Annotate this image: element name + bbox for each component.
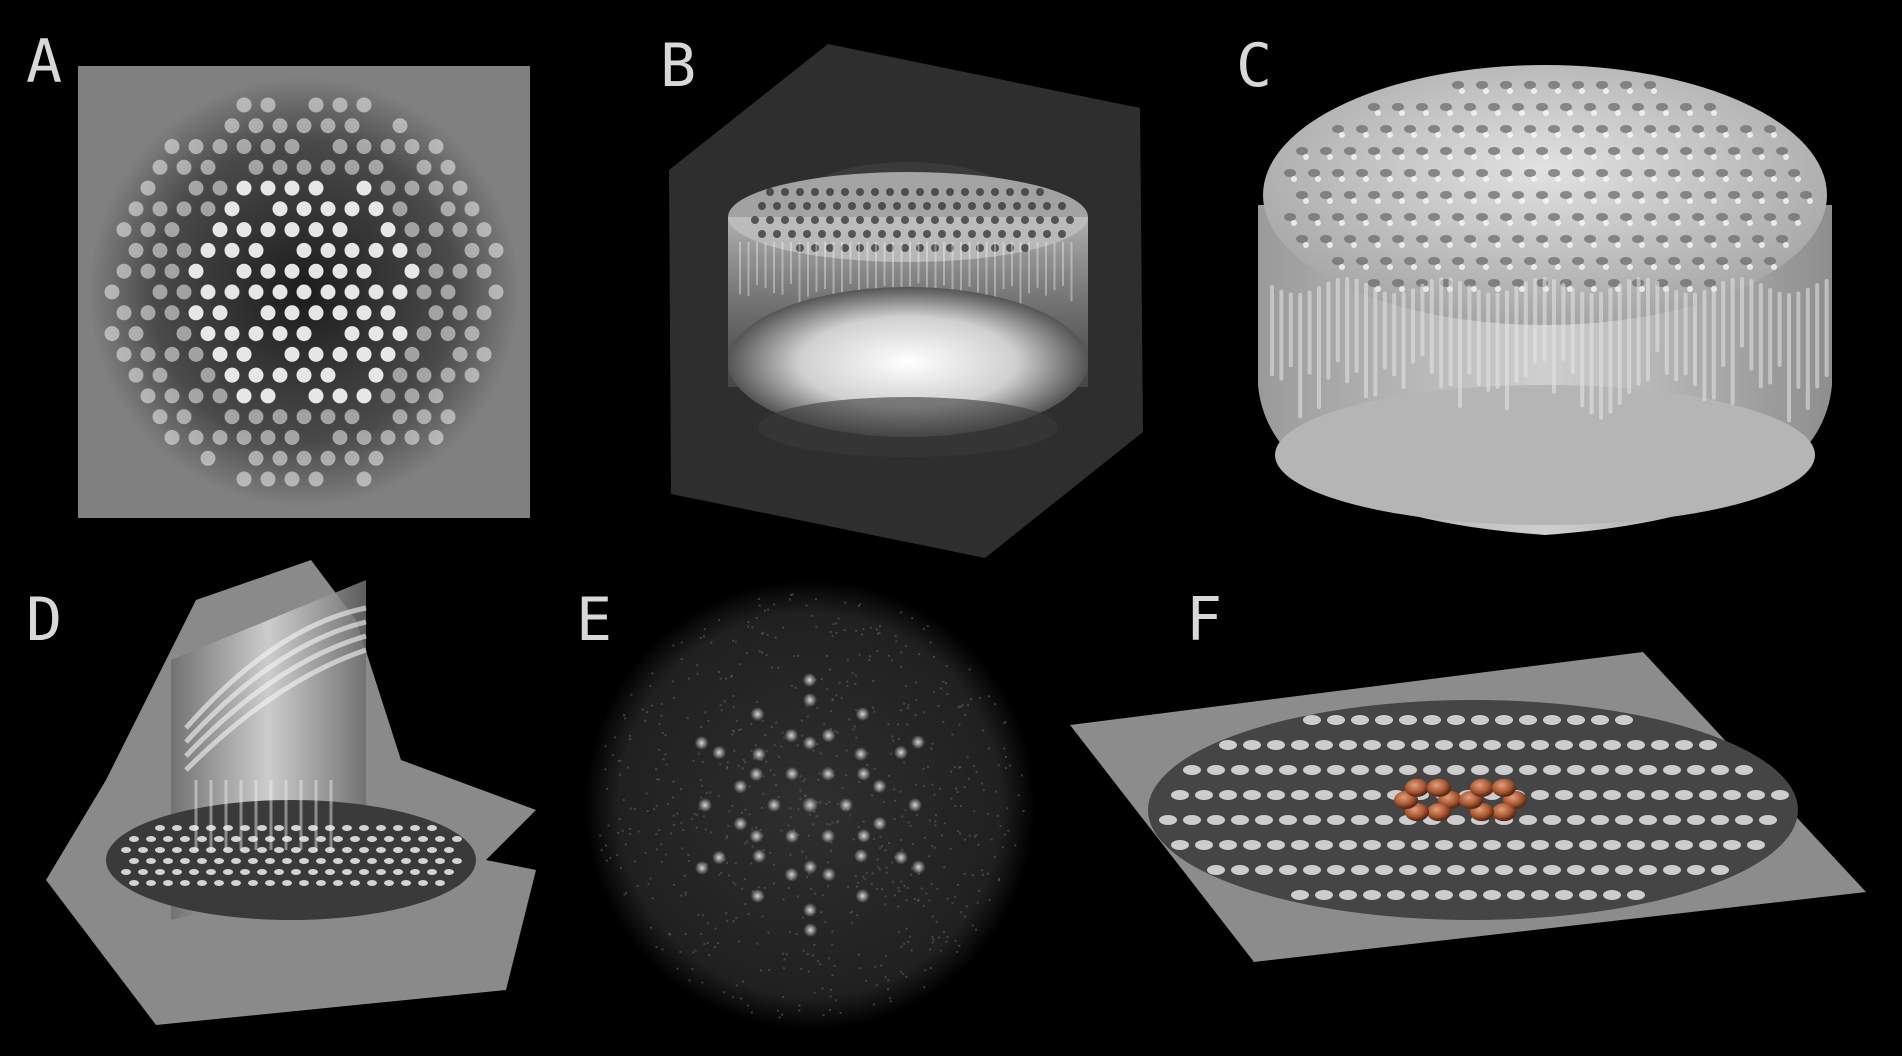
panel-label-c: C — [1236, 31, 1273, 101]
panel-label-b: B — [660, 31, 697, 101]
panel-label-e: E — [576, 585, 613, 655]
panel-f-tilted-slice — [1070, 652, 1866, 962]
panel-c-isosurface — [1258, 65, 1832, 535]
panel-d-orthogonal-slices — [46, 560, 536, 1025]
panel-b-volume-render — [669, 44, 1143, 558]
panel-a-density-slice — [78, 66, 530, 518]
panel-e-diffraction — [585, 580, 1035, 1030]
panel-label-d: D — [26, 585, 63, 655]
panel-label-f: F — [1186, 585, 1223, 655]
panel-label-a: A — [26, 27, 63, 97]
